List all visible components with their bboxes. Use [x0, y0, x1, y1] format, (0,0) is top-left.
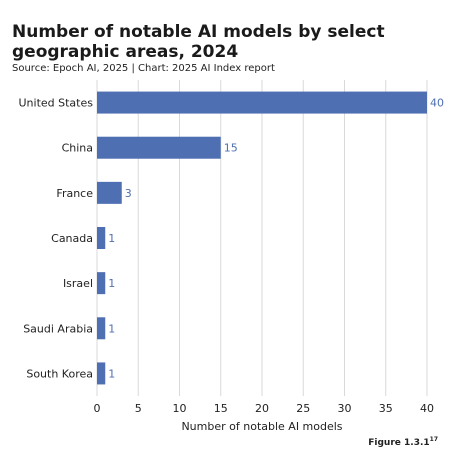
value-label: 1: [108, 232, 115, 245]
bar: [97, 227, 106, 249]
bar: [97, 91, 427, 114]
category-label: Israel: [63, 277, 93, 290]
value-label: 1: [108, 367, 115, 380]
x-tick-label: 30: [338, 402, 352, 415]
chart-subtitle: Source: Epoch AI, 2025 | Chart: 2025 AI …: [12, 63, 275, 74]
x-tick-label: 10: [173, 402, 187, 415]
value-label: 3: [125, 187, 132, 200]
value-labels: 40 15 3 1 1 1 1: [108, 97, 444, 381]
x-tick-labels: 0 5 10 15 20 25 30 35 40: [94, 402, 435, 415]
x-tick-label: 20: [255, 402, 269, 415]
bar: [97, 181, 122, 204]
x-tick-label: 35: [379, 402, 393, 415]
x-tick-label: 25: [296, 402, 310, 415]
value-label: 15: [224, 142, 238, 155]
bar: [97, 136, 221, 159]
value-label: 40: [430, 97, 444, 110]
figure-label: Figure 1.3.117: [368, 436, 438, 448]
category-label: United States: [19, 97, 94, 110]
category-label: China: [62, 142, 93, 155]
bar: [97, 317, 106, 340]
figure-footnote: 17: [429, 436, 438, 443]
grid-lines: [96, 80, 428, 396]
category-label: France: [56, 187, 93, 200]
bar: [97, 272, 106, 295]
category-label: South Korea: [26, 367, 93, 380]
x-tick-label: 40: [420, 402, 434, 415]
figure-number: Figure 1.3.1: [368, 438, 430, 448]
chart-title: Number of notable AI models by select ge…: [12, 22, 385, 62]
x-tick-label: 5: [135, 402, 142, 415]
x-axis-label: Number of notable AI models: [181, 420, 342, 433]
value-label: 1: [108, 277, 115, 290]
category-label: Canada: [51, 232, 93, 245]
category-label: Saudi Arabia: [23, 322, 93, 335]
x-tick-label: 0: [94, 402, 101, 415]
bar: [97, 362, 106, 385]
x-tick-label: 15: [214, 402, 228, 415]
bars: [97, 91, 427, 385]
value-label: 1: [108, 322, 115, 335]
category-labels: United States China France Canada Israel Saud…: [19, 97, 94, 381]
